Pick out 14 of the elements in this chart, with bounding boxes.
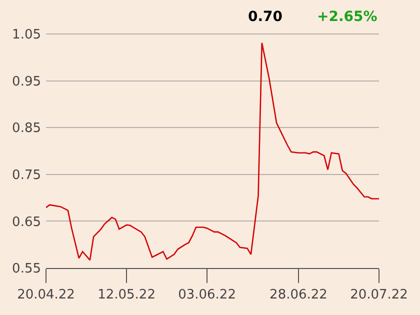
y-tick-label: 1.05 — [12, 28, 41, 43]
text: 0.70 — [248, 9, 283, 25]
x-tick-label: 28.06.22 — [270, 288, 328, 303]
x-tick-label: 20.04.22 — [17, 288, 75, 303]
x-tick-label: 03.06.22 — [178, 288, 236, 303]
y-tick-label: 0.75 — [12, 168, 41, 183]
x-tick-label: 20.07.22 — [350, 288, 408, 303]
text: +2.65% — [317, 9, 378, 25]
y-tick-label: 0.85 — [12, 121, 41, 136]
x-tick-label: 12.05.22 — [98, 288, 156, 303]
y-tick-label: 0.55 — [12, 262, 41, 277]
y-tick-label: 0.95 — [12, 74, 41, 90]
line-series — [46, 42, 379, 261]
y-tick-label: 0.65 — [12, 214, 41, 230]
